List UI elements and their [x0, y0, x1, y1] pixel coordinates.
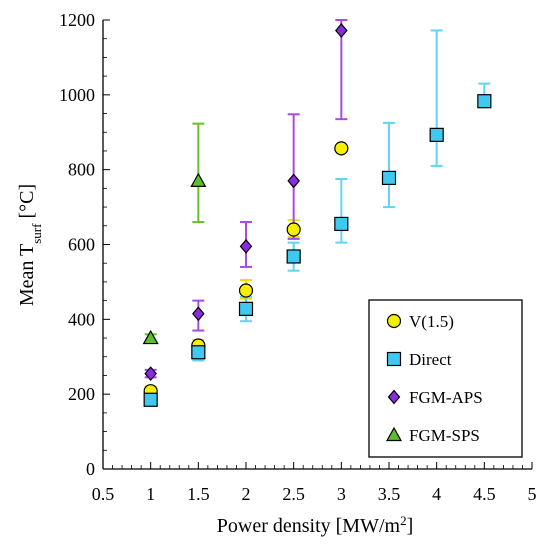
- data-point: [477, 94, 492, 109]
- data-point: [143, 392, 158, 407]
- data-point: [144, 366, 157, 382]
- y-tick-label: 1000: [59, 85, 95, 105]
- data-point: [190, 172, 207, 187]
- data-point: [334, 141, 349, 156]
- x-tick-label: 2.5: [282, 484, 305, 504]
- y-tick-label: 400: [68, 309, 95, 329]
- x-tick-label: 0.5: [92, 484, 115, 504]
- x-tick-label: 4.5: [473, 484, 496, 504]
- x-tick-label: 1: [146, 484, 155, 504]
- x-tick-label: 4: [432, 484, 441, 504]
- data-point: [142, 329, 159, 345]
- y-tick-label: 600: [68, 235, 95, 255]
- x-tick-label: 3.5: [378, 484, 401, 504]
- legend-label: FGM-SPS: [409, 426, 480, 445]
- x-axis-title: Power density [MW/m2]: [217, 513, 413, 538]
- legend-marker: [385, 426, 403, 442]
- y-tick-label: 200: [68, 384, 95, 404]
- legend-label: Direct: [409, 350, 452, 369]
- legend-label: V(1.5): [409, 312, 454, 331]
- data-point: [334, 216, 349, 232]
- x-tick-label: 1.5: [187, 484, 210, 504]
- legend-marker: [386, 351, 402, 367]
- ticks-layer: 0.5 1 1.5 2 2.5 3 3.5 4 4.5 5 0 200 400 600 800 1000 120…: [59, 10, 537, 504]
- data-point: [191, 345, 206, 360]
- data-point: [286, 249, 301, 264]
- y-tick-label: 0: [86, 459, 95, 479]
- legend-marker: [387, 389, 401, 405]
- x-tick-label: 5: [528, 484, 537, 504]
- data-point: [287, 173, 300, 189]
- data-point: [238, 283, 254, 298]
- data-point: [286, 222, 301, 237]
- data-point: [335, 23, 348, 38]
- data-point: [239, 238, 253, 254]
- data-point: [381, 170, 397, 185]
- x-tick-label: 3: [337, 484, 346, 504]
- data-point: [192, 306, 205, 322]
- markers-layer: [142, 23, 492, 407]
- legend-marker: [386, 313, 402, 329]
- data-point: [238, 301, 254, 316]
- legend: V(1.5) Direct FGM-APS FGM-SPS: [368, 299, 523, 458]
- y-tick-label: 800: [68, 160, 95, 180]
- y-tick-label: 1200: [59, 10, 95, 30]
- y-axis-title: Mean Tsurf [°C]: [16, 184, 44, 306]
- x-tick-label: 2: [242, 484, 251, 504]
- legend-label: FGM-APS: [409, 388, 483, 407]
- data-point: [429, 127, 444, 142]
